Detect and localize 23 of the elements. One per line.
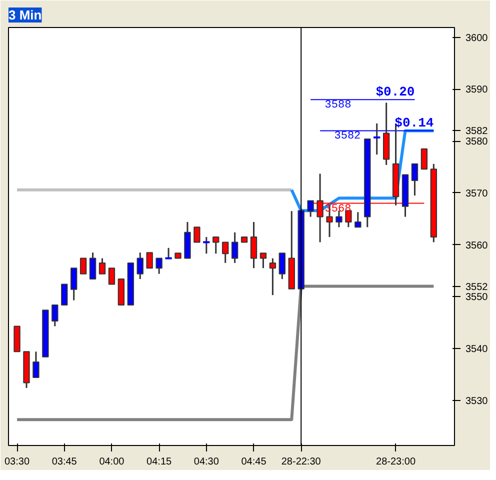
y-tick-label: 3580 [466, 136, 488, 148]
y-tick-label: 3590 [466, 84, 488, 96]
y-tick-label: 3582 [466, 126, 488, 138]
x-tick-label: 03:45 [52, 456, 78, 468]
y-tick-label: 3560 [466, 240, 488, 252]
x-tick-label: 04:30 [194, 456, 220, 468]
x-tick-label: 28-22:30 [281, 456, 322, 468]
annotation: 3582 [334, 130, 361, 143]
chart-title: 3 Min [8, 8, 42, 22]
series-label: $0.14 [394, 116, 434, 131]
x-tick-label: 04:15 [146, 456, 172, 468]
x-tick-label: 04:45 [241, 456, 267, 468]
y-tick-label: 3552 [466, 282, 488, 293]
y-tick-label: 3570 [466, 188, 488, 200]
series-label: $0.20 [376, 84, 415, 100]
y-tick-label: 3550 [466, 292, 488, 304]
y-tick-label: 3540 [466, 344, 488, 356]
y-tick-label: 3530 [466, 396, 488, 407]
annotation: 3588 [324, 100, 352, 112]
y-tick-label: 3600 [466, 32, 488, 44]
x-tick-label: 03:30 [4, 456, 30, 468]
x-tick-label: 28-23:00 [376, 456, 416, 468]
x-tick-label: 04:00 [99, 456, 125, 468]
